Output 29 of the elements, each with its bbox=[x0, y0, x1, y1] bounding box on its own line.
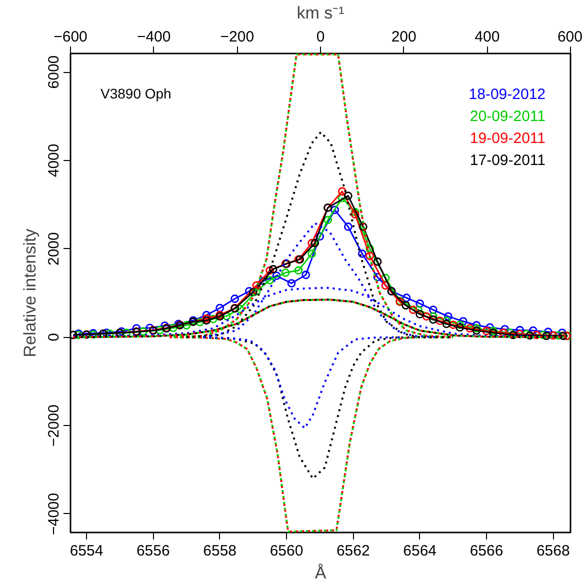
y-tick-label: 0 bbox=[46, 333, 62, 342]
x-tick-label: 6558 bbox=[203, 542, 237, 560]
x-tick-label: 6566 bbox=[470, 542, 504, 560]
x-tick-label: 6554 bbox=[70, 542, 104, 560]
y-tick-label: 2000 bbox=[46, 232, 62, 266]
x-tick-label: 6562 bbox=[336, 542, 370, 560]
y-axis-title: Relative intensity bbox=[20, 228, 40, 358]
x2-axis-title: km s⁻¹ bbox=[296, 4, 345, 22]
x2-tick-label: 0 bbox=[316, 28, 325, 46]
x2-tick-label: −200 bbox=[220, 28, 254, 46]
text: 17-09-2011 bbox=[470, 152, 546, 169]
x-tick-label: 6564 bbox=[403, 542, 437, 560]
x-axis-title: Å bbox=[314, 564, 327, 582]
x-tick-label: 6560 bbox=[270, 542, 304, 560]
y-tick-label: 4000 bbox=[46, 144, 62, 178]
text: 18-09-2012 bbox=[468, 86, 546, 103]
y-tick-label: 6000 bbox=[46, 55, 62, 89]
x2-tick-label: −400 bbox=[136, 28, 171, 46]
text: 20-09-2011 bbox=[470, 108, 546, 125]
x-tick-label: 6568 bbox=[536, 542, 570, 560]
annotation: V3890 Oph bbox=[100, 86, 172, 102]
y-tick-label: −4000 bbox=[46, 492, 62, 536]
x2-tick-label: −600 bbox=[54, 28, 88, 46]
text: 19-09-2011 bbox=[470, 130, 546, 147]
x2-tick-label: 200 bbox=[391, 28, 416, 46]
y-tick-label: −2000 bbox=[46, 404, 62, 447]
x2-tick-label: 400 bbox=[474, 28, 500, 46]
x-tick-label: 6556 bbox=[136, 542, 170, 560]
x2-tick-label: 600 bbox=[557, 28, 582, 46]
